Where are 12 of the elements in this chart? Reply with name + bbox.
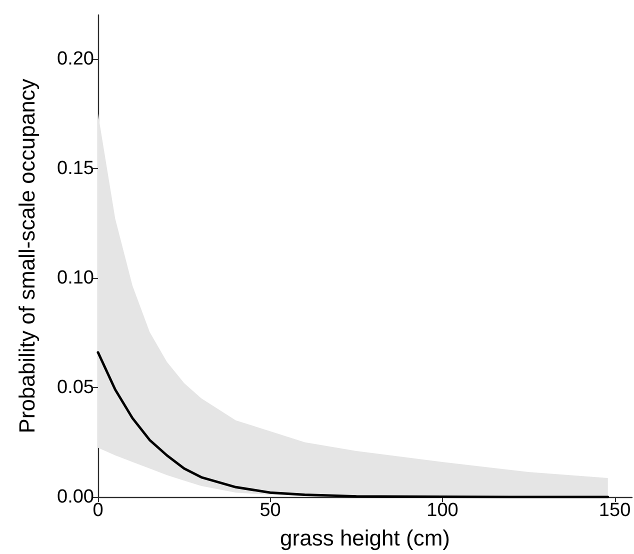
y-tick-label: 0.15 [57, 158, 94, 179]
y-tick-label: 0.10 [57, 267, 94, 288]
line-series [96, 351, 610, 498]
y-tick-label: 0.05 [57, 376, 94, 398]
x-axis-title: grass height (cm) [280, 526, 450, 550]
y-tick-label: 0.20 [57, 48, 94, 70]
x-tick-label: 100 [426, 500, 458, 521]
x-tick-label: 150 [598, 500, 631, 521]
y-axis-title: Probability of small-scale occupancy [14, 78, 40, 434]
y-tick-label: 0.00 [57, 486, 94, 508]
x-tick-label: 50 [260, 500, 281, 521]
x-tick-label: 0 [92, 500, 104, 521]
